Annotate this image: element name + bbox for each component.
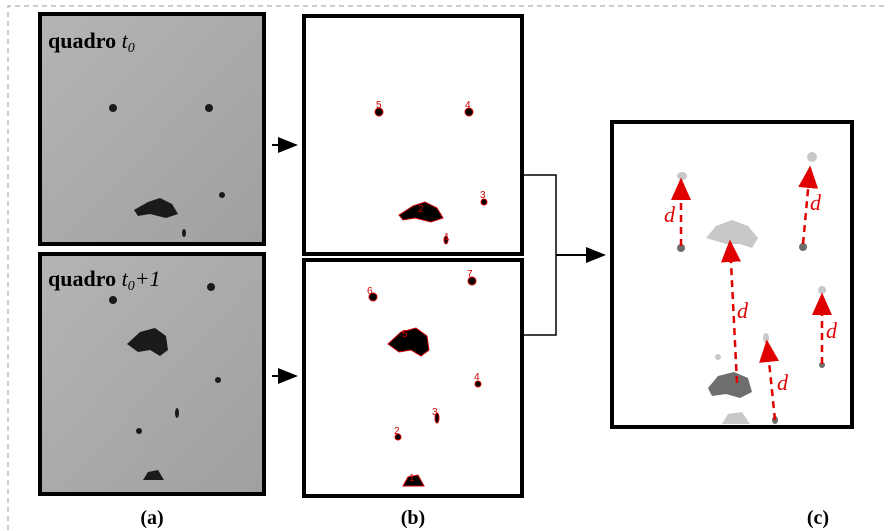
caption: (b)	[401, 507, 425, 529]
object-id: 3	[432, 407, 438, 418]
frame-label: quadro t0	[48, 28, 135, 56]
distance-label: d	[664, 202, 676, 227]
object-id: 5	[402, 329, 408, 340]
bracket	[524, 175, 556, 335]
text: quadro	[48, 28, 116, 53]
object-id: 4	[465, 100, 471, 111]
text: +1	[135, 266, 161, 291]
panel-b: 5 4 3 2 1 6 7 5 4 3 2 1 (b)	[304, 16, 522, 529]
object-id: 1	[409, 473, 415, 484]
panel-c: d d d d d (c)	[612, 122, 852, 529]
panel-a: quadro t0 quadro t0+1 (a)	[40, 14, 264, 529]
text: 0	[128, 41, 135, 56]
object-id: 3	[480, 190, 486, 201]
figure: quadro t0 quadro t0+1 (a) 5 4 3 2 1 6 7 …	[0, 0, 890, 531]
distance-label: d	[810, 190, 822, 215]
distance-label: d	[777, 370, 789, 395]
distance-label: d	[737, 298, 749, 323]
caption: (c)	[807, 507, 829, 529]
distance-label: d	[826, 318, 838, 343]
text: 0	[128, 279, 135, 294]
object-id: 2	[394, 426, 400, 437]
caption: (a)	[140, 507, 163, 529]
object-id: 5	[376, 100, 382, 111]
frame-label: quadro t0+1	[48, 266, 161, 294]
object-id: 4	[474, 372, 480, 383]
object-id: 1	[444, 232, 450, 243]
object-id: 2	[418, 204, 424, 215]
object-id: 7	[467, 269, 473, 280]
text: quadro	[48, 266, 116, 291]
object-id: 6	[367, 286, 373, 297]
